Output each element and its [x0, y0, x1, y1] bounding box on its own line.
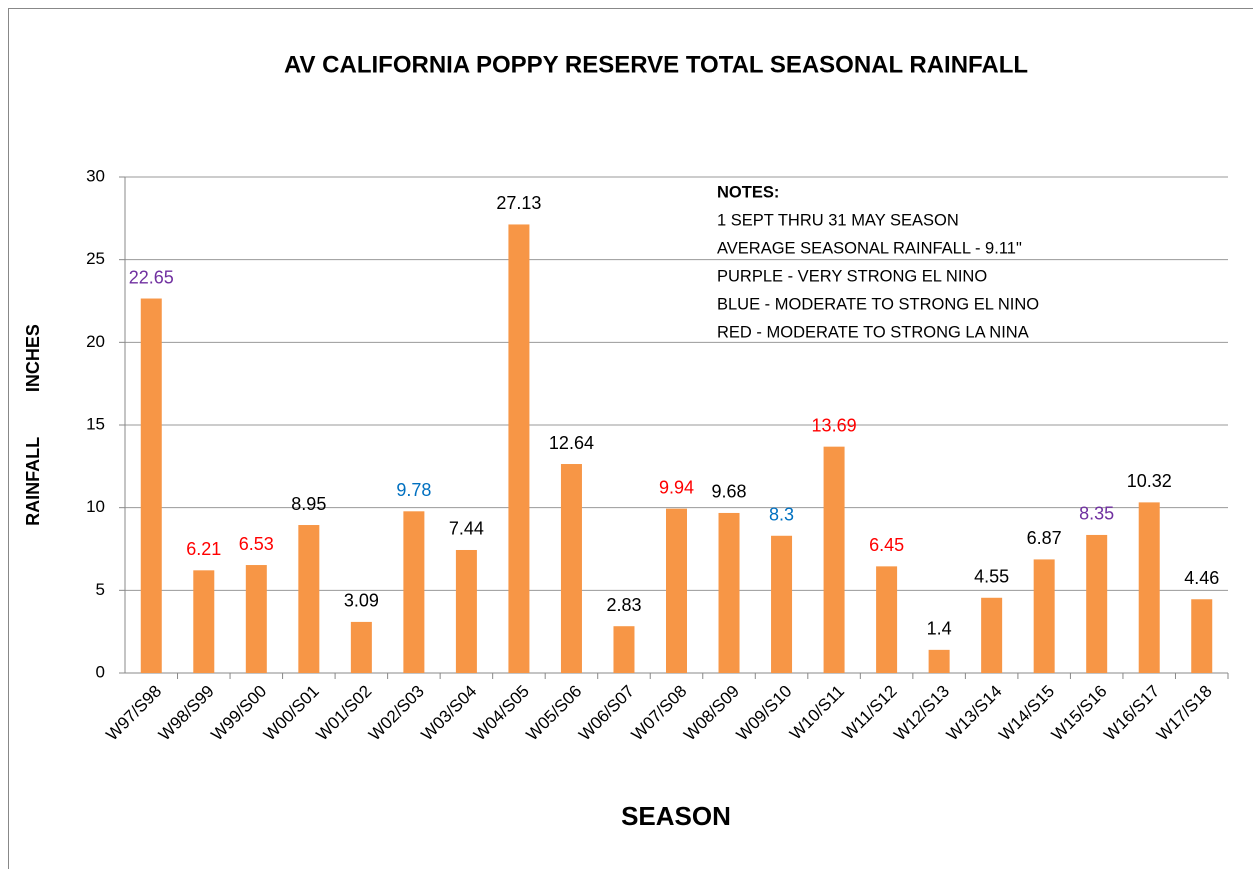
- x-tick-label: W13/S14: [943, 682, 1006, 745]
- x-tick-label: W14/S15: [995, 682, 1058, 745]
- note-line: PURPLE - VERY STRONG EL NINO: [717, 267, 987, 285]
- bar: [1191, 599, 1213, 673]
- x-tick-label: W00/S01: [260, 682, 323, 745]
- x-tick-label: W16/S17: [1100, 682, 1163, 745]
- value-label: 8.35: [1079, 504, 1114, 524]
- note-line: BLUE - MODERATE TO STRONG EL NINO: [717, 295, 1039, 313]
- value-label: 7.44: [449, 519, 484, 539]
- x-tick-label: W03/S04: [418, 682, 481, 745]
- chart-title: AV CALIFORNIA POPPY RESERVE TOTAL SEASON…: [284, 51, 1028, 78]
- value-label: 6.87: [1027, 528, 1062, 548]
- bar: [823, 446, 845, 673]
- value-label: 2.83: [606, 595, 641, 615]
- x-tick-label: W11/S12: [839, 682, 901, 744]
- value-label: 6.53: [239, 534, 274, 554]
- x-tick-label: W98/S99: [155, 682, 218, 745]
- x-tick-label: W06/S07: [575, 682, 638, 745]
- value-label: 10.32: [1127, 471, 1172, 491]
- value-label: 4.55: [974, 567, 1009, 587]
- value-label: 9.78: [396, 480, 431, 500]
- x-tick-label: W99/S00: [207, 682, 270, 745]
- bar: [1138, 502, 1160, 673]
- note-line: RED - MODERATE TO STRONG LA NINA: [717, 323, 1029, 341]
- bar: [718, 512, 740, 673]
- value-label: 1.4: [927, 619, 952, 639]
- value-label: 27.13: [496, 193, 541, 213]
- x-axis-label: SEASON: [621, 801, 731, 831]
- value-label: 9.94: [659, 477, 694, 497]
- bar: [928, 649, 950, 673]
- bar: [1086, 534, 1108, 673]
- value-label: 4.46: [1184, 568, 1219, 588]
- x-tick-label: W08/S09: [680, 682, 743, 745]
- bar: [876, 566, 898, 673]
- bar: [350, 621, 372, 673]
- x-tick-label: W02/S03: [365, 682, 428, 745]
- y-tick-label: 30: [86, 166, 105, 185]
- y-tick-label: 0: [96, 662, 105, 681]
- y-axis-label: RAINFALL INCHES: [23, 324, 43, 526]
- bar: [403, 511, 425, 673]
- x-tick-label: W10/S11: [786, 682, 848, 744]
- x-tick-label: W07/S08: [628, 682, 691, 745]
- value-label: 8.95: [291, 494, 326, 514]
- bar: [981, 597, 1003, 673]
- notes-heading: NOTES:: [717, 183, 779, 201]
- value-label: 6.21: [186, 539, 221, 559]
- bar: [140, 298, 162, 673]
- bar: [245, 565, 267, 673]
- value-label: 13.69: [812, 415, 857, 435]
- value-label: 3.09: [344, 591, 379, 611]
- y-tick-label: 5: [96, 580, 105, 599]
- y-tick-label: 10: [86, 497, 105, 516]
- x-tick-label: W15/S16: [1048, 682, 1111, 745]
- bar: [666, 508, 687, 673]
- x-tick-label: W97/S98: [102, 682, 165, 745]
- bar: [613, 626, 635, 673]
- value-label: 9.68: [712, 482, 747, 502]
- value-label: 12.64: [549, 433, 594, 453]
- y-tick-label: 20: [86, 332, 105, 351]
- bar: [1033, 559, 1055, 673]
- y-tick-label: 25: [86, 249, 105, 268]
- x-tick-label: W04/S05: [470, 682, 533, 745]
- bar: [298, 525, 320, 673]
- chart-frame: [8, 8, 1253, 869]
- y-tick-label: 15: [86, 414, 105, 433]
- bar: [560, 464, 582, 673]
- bar: [193, 570, 215, 673]
- bar: [455, 549, 477, 673]
- note-line: 1 SEPT THRU 31 MAY SEASON: [717, 211, 959, 229]
- bar: [771, 535, 793, 673]
- note-line: AVERAGE SEASONAL RAINFALL - 9.11": [717, 239, 1022, 257]
- x-tick-label: W09/S10: [733, 682, 796, 745]
- bar: [508, 224, 530, 673]
- x-tick-label: W17/S18: [1153, 682, 1216, 745]
- x-tick-label: W01/S02: [312, 682, 375, 745]
- x-tick-label: W12/S13: [890, 682, 953, 745]
- x-tick-label: W05/S06: [523, 682, 586, 745]
- value-label: 8.3: [769, 505, 794, 525]
- value-label: 22.65: [129, 267, 174, 287]
- value-label: 6.45: [869, 535, 904, 555]
